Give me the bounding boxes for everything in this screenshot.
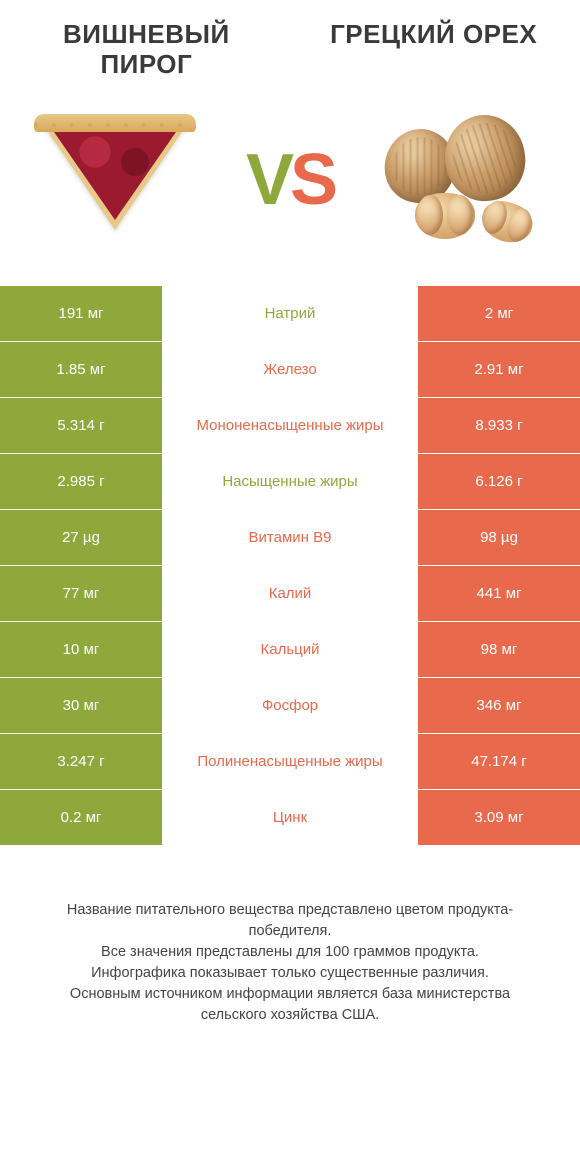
value-left: 191 мг	[0, 286, 162, 341]
table-row: 3.247 гПолиненасыщенные жиры47.174 г	[0, 734, 580, 790]
cherry-pie-icon	[30, 110, 200, 250]
value-right: 8.933 г	[418, 398, 580, 453]
value-left: 1.85 мг	[0, 342, 162, 397]
walnut-icon	[380, 110, 550, 250]
table-row: 0.2 мгЦинк3.09 мг	[0, 790, 580, 846]
value-left: 77 мг	[0, 566, 162, 621]
footer-line: Название питательного вещества представл…	[40, 900, 540, 942]
nutrient-label: Калий	[162, 566, 418, 621]
table-row: 1.85 мгЖелезо2.91 мг	[0, 342, 580, 398]
vs-s: S	[290, 139, 334, 221]
comparison-table: 191 мгНатрий2 мг1.85 мгЖелезо2.91 мг5.31…	[0, 286, 580, 846]
nutrient-label: Натрий	[162, 286, 418, 341]
table-row: 10 мгКальций98 мг	[0, 622, 580, 678]
footer-line: Все значения представлены для 100 граммо…	[40, 942, 540, 963]
infographic-root: ВИШНЕВЫЙ ПИРОГ ГРЕЦКИЙ ОРЕХ VS 191 мгНат…	[0, 0, 580, 1026]
nutrient-label: Витамин B9	[162, 510, 418, 565]
nutrient-label: Фосфор	[162, 678, 418, 733]
value-right: 98 мг	[418, 622, 580, 677]
table-row: 2.985 гНасыщенные жиры6.126 г	[0, 454, 580, 510]
table-row: 30 мгФосфор346 мг	[0, 678, 580, 734]
value-right: 2.91 мг	[418, 342, 580, 397]
nutrient-label: Цинк	[162, 790, 418, 845]
value-right: 2 мг	[418, 286, 580, 341]
titles-row: ВИШНЕВЫЙ ПИРОГ ГРЕЦКИЙ ОРЕХ	[24, 20, 556, 80]
footer-line: Инфографика показывает только существенн…	[40, 963, 540, 984]
hero-row: VS	[24, 110, 556, 250]
value-right: 98 µg	[418, 510, 580, 565]
title-right: ГРЕЦКИЙ ОРЕХ	[311, 20, 556, 50]
nutrient-label: Насыщенные жиры	[162, 454, 418, 509]
value-left: 2.985 г	[0, 454, 162, 509]
nutrient-label: Кальций	[162, 622, 418, 677]
value-left: 5.314 г	[0, 398, 162, 453]
value-right: 6.126 г	[418, 454, 580, 509]
nutrient-label: Железо	[162, 342, 418, 397]
footer-line: Основным источником информации является …	[40, 984, 540, 1026]
value-right: 441 мг	[418, 566, 580, 621]
title-left: ВИШНЕВЫЙ ПИРОГ	[24, 20, 269, 80]
table-row: 191 мгНатрий2 мг	[0, 286, 580, 342]
footer-note: Название питательного вещества представл…	[24, 900, 556, 1026]
value-left: 3.247 г	[0, 734, 162, 789]
vs-label: VS	[246, 139, 334, 221]
value-right: 346 мг	[418, 678, 580, 733]
value-left: 10 мг	[0, 622, 162, 677]
vs-v: V	[246, 139, 290, 221]
value-right: 3.09 мг	[418, 790, 580, 845]
table-row: 77 мгКалий441 мг	[0, 566, 580, 622]
value-left: 27 µg	[0, 510, 162, 565]
table-row: 27 µgВитамин B998 µg	[0, 510, 580, 566]
nutrient-label: Мононенасыщенные жиры	[162, 398, 418, 453]
value-left: 0.2 мг	[0, 790, 162, 845]
table-row: 5.314 гМононенасыщенные жиры8.933 г	[0, 398, 580, 454]
value-right: 47.174 г	[418, 734, 580, 789]
value-left: 30 мг	[0, 678, 162, 733]
nutrient-label: Полиненасыщенные жиры	[162, 734, 418, 789]
